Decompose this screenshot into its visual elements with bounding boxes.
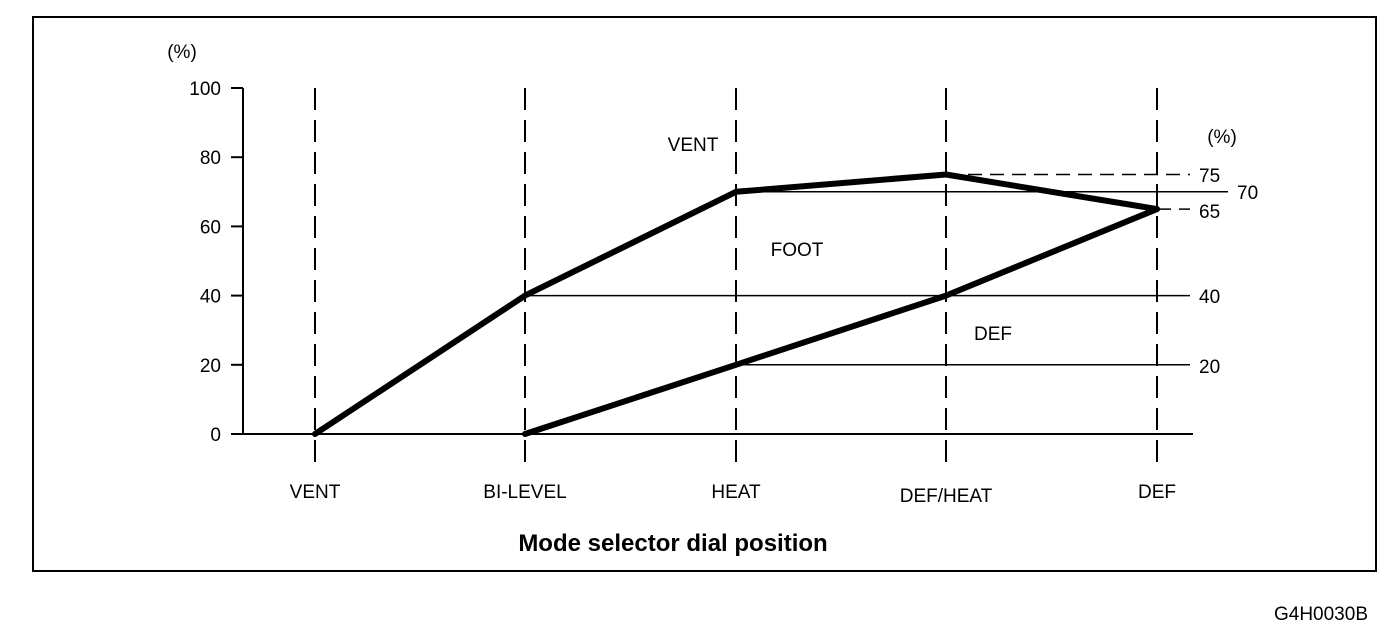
chart-labels: (%) (%) VENT FOOT DEF Mode selector dial… xyxy=(167,42,1237,557)
x-axis-title: Mode selector dial position xyxy=(518,530,827,557)
x-tick-label: VENT xyxy=(290,482,341,503)
y-unit-right: (%) xyxy=(1207,127,1237,148)
x-tick-label: BI-LEVEL xyxy=(483,482,566,503)
category-dividers: VENT BI-LEVEL HEAT DEF/HEAT DEF xyxy=(290,88,1176,507)
reference-lines: 75 70 65 40 20 xyxy=(525,166,1258,378)
x-tick-label: DEF/HEAT xyxy=(900,486,993,507)
series-line xyxy=(522,206,1160,437)
y-unit-left: (%) xyxy=(167,42,197,63)
region-label-vent: VENT xyxy=(668,135,719,156)
right-tick-label: 65 xyxy=(1199,202,1220,223)
right-tick-label: 40 xyxy=(1199,287,1220,308)
x-tick-label: HEAT xyxy=(711,482,761,503)
x-tick-label: DEF xyxy=(1138,482,1176,503)
right-tick-label: 75 xyxy=(1199,166,1220,187)
chart-frame xyxy=(32,16,1377,572)
axes: 0 20 40 60 80 100 xyxy=(189,79,1193,446)
series-lines xyxy=(312,171,1160,437)
y-tick-label: 0 xyxy=(210,425,221,446)
y-tick-label: 80 xyxy=(200,148,221,169)
y-tick-label: 40 xyxy=(200,287,221,308)
y-tick-label: 60 xyxy=(200,217,221,238)
series-line xyxy=(312,171,1160,437)
region-label-foot: FOOT xyxy=(771,240,824,261)
right-tick-label: 70 xyxy=(1237,183,1258,204)
region-label-def: DEF xyxy=(974,324,1012,345)
y-tick-label: 100 xyxy=(189,79,221,100)
y-tick-label: 20 xyxy=(200,356,221,377)
right-tick-label: 20 xyxy=(1199,357,1220,378)
figure-code: G4H0030B xyxy=(1273,604,1368,625)
